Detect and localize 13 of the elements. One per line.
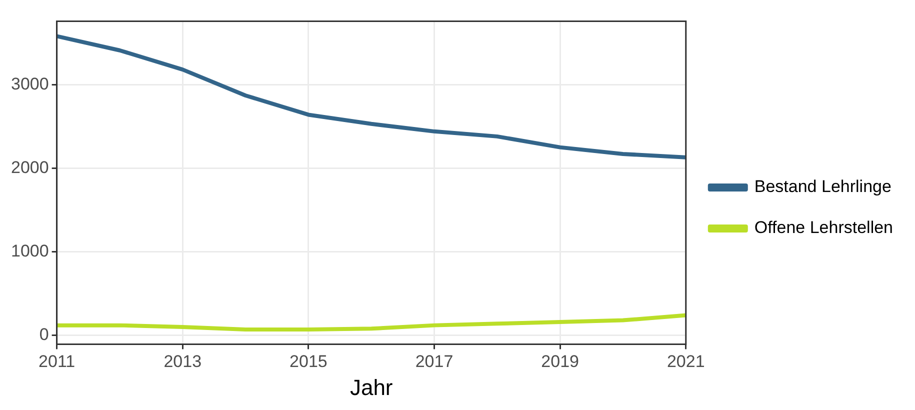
x-tick-label: 2011: [38, 352, 76, 372]
x-tick-label: 2015: [290, 352, 328, 372]
x-tick-label: 2017: [415, 352, 454, 372]
x-axis-title: Jahr: [350, 374, 393, 400]
y-tick-label: 3000: [10, 74, 49, 94]
x-tick-label: 2019: [541, 352, 579, 372]
y-tick-label: 1000: [10, 241, 49, 260]
y-tick-label: 2000: [10, 158, 49, 177]
legend-label: Offene Lehrstellen: [754, 218, 894, 238]
y-tick-label: 0: [39, 325, 49, 344]
legend-label: Bestand Lehrlinge: [754, 177, 892, 196]
x-tick-label: 2013: [164, 352, 202, 372]
x-tick-label: 2021: [666, 352, 705, 372]
